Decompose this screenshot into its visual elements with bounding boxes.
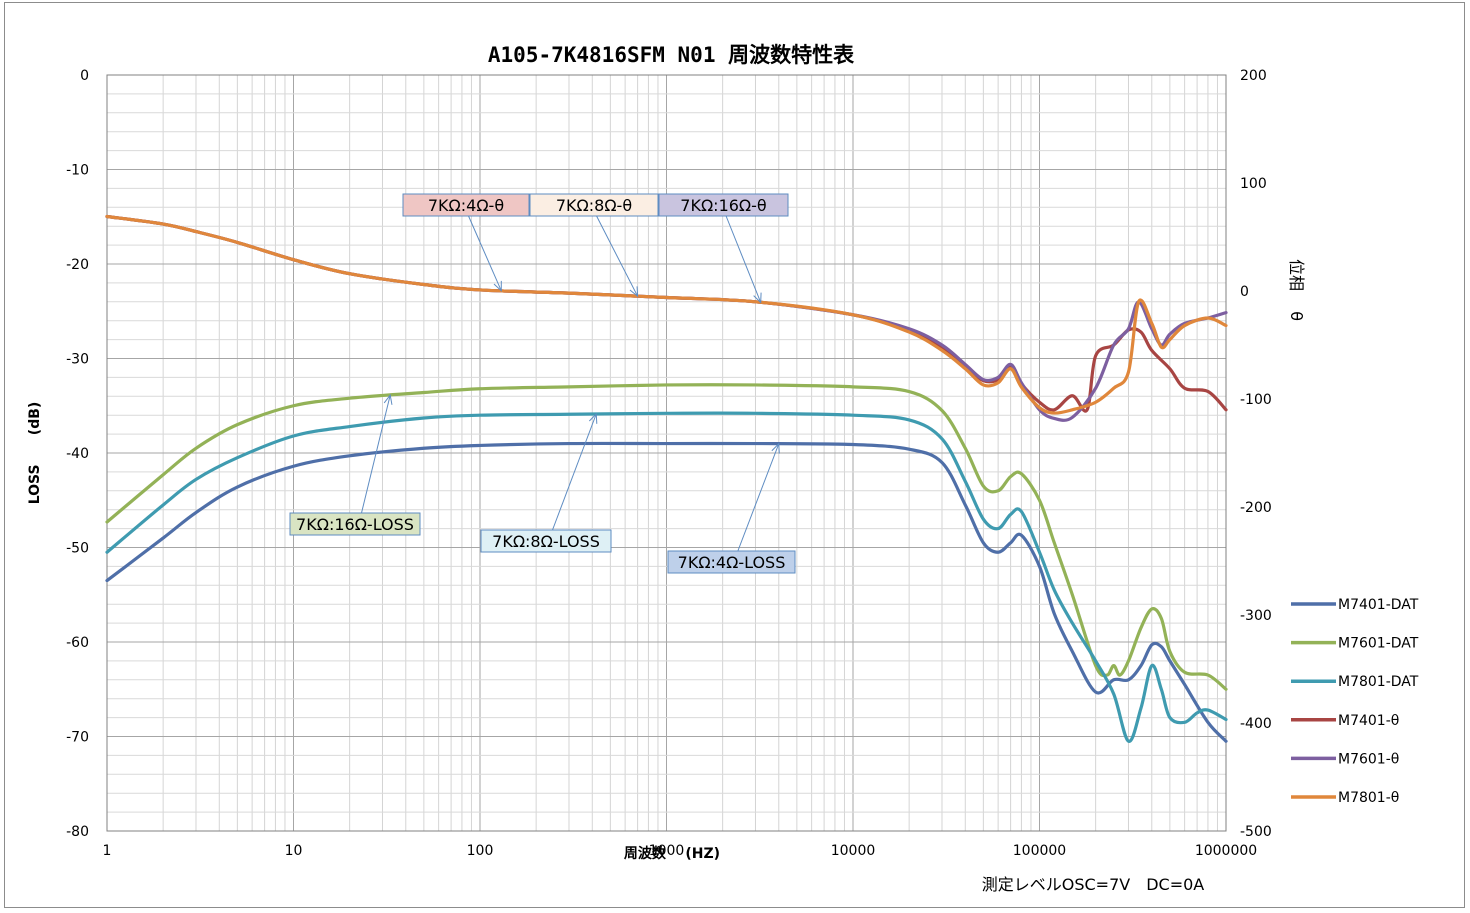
callout-4: 7KΩ:8Ω-LOSS [480,412,612,553]
y2-tick-label: -100 [1240,392,1272,408]
series-line-m7601-dat [105,383,1228,691]
legend-label: M7601-θ [1338,751,1399,767]
series-lines [105,214,1228,743]
legend-label: M7601-DAT [1338,636,1419,652]
legend: M7401-DAT M7601-DAT M7801-DAT M7401-θ M7601-… [1291,597,1419,806]
y2-tick-label: 200 [1240,68,1267,84]
x-tick-label: 10000 [831,843,876,859]
legend-label: M7401-DAT [1338,597,1419,613]
x-tick-label: 1000 [649,843,685,859]
legend-label: M7801-DAT [1338,674,1419,690]
y2-tick-label: -200 [1240,500,1272,516]
callout-arrow-line [468,215,502,291]
y2-tick-label: 100 [1240,176,1267,192]
y-tick-label: -10 [66,163,89,179]
callout-box [402,193,530,217]
y-tick-label: -20 [66,257,89,273]
callout-label: 7KΩ:4Ω-LOSS [678,553,786,572]
legend-entry: M7601-θ [1291,751,1399,767]
legend-entry: M7401-θ [1291,713,1399,729]
callout-arrowhead [753,292,762,304]
callout-2: 7KΩ:16Ω-θ [658,193,789,304]
callout-arrow-line [725,215,762,303]
y-tick-label: 0 [80,68,89,84]
y2-axis-label: 位相 θ [1287,259,1306,321]
legend-entry: M7401-DAT [1291,597,1419,613]
series-line-m7401-dat [105,441,1228,743]
callout-arrow-line [552,413,597,531]
callout-arrow-line [737,443,780,552]
y2-tick-label: -300 [1240,608,1272,624]
y-axis-label: LOSS (dB) [27,402,43,505]
measurement-note: 測定レベルOSC=7V DC=0A [982,875,1205,894]
x-tick-label: 100000 [1013,843,1066,859]
tick-labels: 1 10 100 1000 10000 100000 10000000-10-20-30-4… [66,68,1272,859]
grid [106,74,1227,832]
series-line-m7801- [105,214,1228,415]
callouts: 7KΩ:4Ω-θ 7KΩ:8Ω-θ 7KΩ:16Ω-θ 7KΩ:16Ω-LOSS 7KΩ… [289,193,796,574]
callout-arrow-line [361,394,391,514]
legend-label: M7401-θ [1338,713,1399,729]
callout-arrowhead [493,280,502,292]
x-tick-label: 1000000 [1195,843,1257,859]
legend-entry: M7801-DAT [1291,674,1419,690]
callout-arrow-line [596,215,639,297]
series-line-m7801-dat [105,411,1228,743]
callout-5: 7KΩ:4Ω-LOSS [667,442,796,574]
chart-title: A105-7K4816SFM N01 周波数特性表 [488,43,855,67]
callout-label: 7KΩ:4Ω-θ [428,196,504,215]
x-tick-label: 1 [103,843,112,859]
callout-arrowhead [588,412,598,424]
x-tick-label: 100 [467,843,494,859]
callout-label: 7KΩ:16Ω-θ [680,196,766,215]
plot-area-border [106,74,1227,832]
callout-box [658,193,789,217]
callout-label: 7KΩ:8Ω-θ [556,196,632,215]
y-tick-label: -70 [66,730,89,746]
callout-box [529,193,659,217]
y2-tick-label: -500 [1240,824,1272,840]
y-tick-label: -80 [66,824,89,840]
legend-entry: M7801-θ [1291,790,1399,806]
callout-label: 7KΩ:16Ω-LOSS [296,515,414,534]
y2-tick-label: 0 [1240,284,1249,300]
callout-box [289,512,421,536]
callout-1: 7KΩ:8Ω-θ [529,193,659,298]
legend-entry: M7601-DAT [1291,636,1419,652]
callout-arrowhead [383,393,393,405]
y2-tick-label: -400 [1240,716,1272,732]
legend-label: M7801-θ [1338,790,1399,806]
callout-0: 7KΩ:4Ω-θ [402,193,530,292]
callout-box [667,550,796,574]
y-tick-label: -30 [66,352,89,368]
callout-3: 7KΩ:16Ω-LOSS [289,393,421,536]
callout-box [480,529,612,553]
y-tick-label: -40 [66,446,89,462]
x-axis-label: 周波数 (HZ) [624,845,720,862]
y-tick-label: -50 [66,541,89,557]
callout-arrowhead [629,286,639,298]
y-tick-label: -60 [66,635,89,651]
callout-label: 7KΩ:8Ω-LOSS [492,532,600,551]
x-tick-label: 10 [285,843,303,859]
callout-arrowhead [771,442,780,454]
